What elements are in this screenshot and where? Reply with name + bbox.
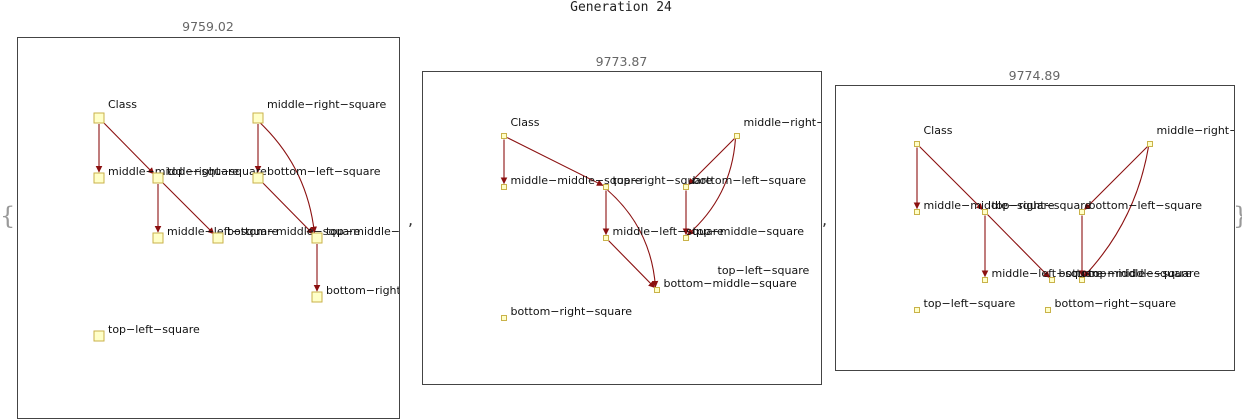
node-bottom-middle-square <box>212 232 224 244</box>
node-label-Class: Class <box>511 116 540 129</box>
node-top-left-square <box>914 307 920 313</box>
node-label-middle-left-square: middle−left−square <box>167 225 279 238</box>
node-top-right-square <box>152 172 164 184</box>
panel-1-graph: Class middle−right−square middle−middle−sq… <box>93 98 399 342</box>
node-label-bottom-left-square: bottom−left−square <box>693 174 807 187</box>
node-middle-middle-square <box>914 209 920 215</box>
node-Class <box>914 141 920 147</box>
edge-Class-to-top-right-square <box>506 137 604 186</box>
node-top-left-square <box>93 330 105 342</box>
graph-panel-2: Class middle−right−square middle−middle−sq… <box>422 71 822 385</box>
edge-middle-right-square-to-bottom-left-square <box>688 138 735 185</box>
node-bottom-left-square <box>1079 209 1085 215</box>
node-label-bottom-right-square: bottom−right−square <box>326 284 399 297</box>
panel-3-graph: Class middle−right−square middle−middle−sq… <box>913 124 1235 313</box>
node-middle-right-square <box>1147 141 1153 147</box>
node-label-bottom-right-square: bottom−right−square <box>1055 297 1177 310</box>
node-label-middle-middle-square: middle−middle−square <box>108 165 239 178</box>
graph-panel-3: Class middle−right−square middle−middle−sq… <box>835 85 1235 371</box>
node-label-middle-right-square: middle−right−square <box>267 98 387 111</box>
edge-middle-right-square-to-bottom-left-square <box>1084 146 1148 210</box>
edge-middle-right-square-to-top-middle-square <box>687 139 736 236</box>
node-middle-middle-square <box>93 172 105 184</box>
node-bottom-left-square <box>683 184 689 190</box>
panel-1-score: 9759.02 <box>182 19 234 34</box>
open-brace: { <box>0 202 16 230</box>
node-label-top-right-square: top−right−square <box>167 165 267 178</box>
node-label-top-left-square: top−left−square <box>718 264 810 277</box>
node-middle-left-square <box>603 235 609 241</box>
node-label-middle-left-square: middle−left−square <box>613 225 725 238</box>
node-label-middle-right-square: middle−right−square <box>744 116 822 129</box>
edge-Class-to-top-right-square <box>102 121 155 175</box>
node-label-bottom-middle-square: bottom−middle−square <box>227 225 360 238</box>
node-top-middle-square <box>683 235 689 241</box>
generation-title: Generation 24 <box>570 0 672 15</box>
node-label-Class: Class <box>108 98 137 111</box>
node-label-bottom-right-square: bottom−right−square <box>511 305 633 318</box>
edge-middle-left-square-to-bottom-middle-square <box>608 240 656 288</box>
node-label-bottom-left-square: bottom−left−square <box>1089 199 1203 212</box>
node-label-top-middle-square: top−middle−square <box>1089 267 1201 280</box>
node-bottom-left-square <box>252 172 264 184</box>
node-label-Class: Class <box>924 124 953 137</box>
node-label-bottom-middle-square: bottom−middle−square <box>664 277 797 290</box>
panel-2-graph: Class middle−right−square middle−middle−sq… <box>500 116 822 321</box>
edge-middle-right-square-to-top-middle-square <box>1083 147 1149 278</box>
node-label-bottom-middle-square: bottom−middle−square <box>1059 267 1192 280</box>
node-bottom-middle-square <box>654 287 660 293</box>
graph-panel-1: Class middle−right−square middle−middle−sq… <box>17 37 400 419</box>
close-brace: } <box>1233 202 1242 230</box>
node-label-middle-right-square: middle−right−square <box>1157 124 1235 137</box>
node-bottom-right-square <box>311 291 323 303</box>
node-label-top-middle-square: top−middle−square <box>326 225 399 238</box>
node-top-right-square <box>603 184 609 190</box>
node-middle-middle-square <box>501 184 507 190</box>
edge-top-right-square-to-bottom-middle-square <box>987 214 1051 278</box>
node-middle-left-square <box>152 232 164 244</box>
node-middle-right-square <box>734 133 740 139</box>
node-bottom-right-square <box>1045 307 1051 313</box>
node-label-middle-middle-square: middle−middle−square <box>924 199 1055 212</box>
node-top-middle-square <box>311 232 323 244</box>
node-label-middle-left-square: middle−left−square <box>992 267 1104 280</box>
edge-top-right-square-to-bottom-middle-square <box>607 189 659 288</box>
node-Class <box>93 112 105 124</box>
panel-2-score: 9773.87 <box>595 54 648 69</box>
separator-comma-1: , <box>408 210 414 229</box>
node-top-right-square <box>982 209 988 215</box>
node-label-middle-middle-square: middle−middle−square <box>511 174 642 187</box>
node-top-middle-square <box>1079 277 1085 283</box>
edge-top-right-square-to-bottom-middle-square <box>161 181 215 235</box>
edge-Class-to-top-right-square <box>919 146 983 210</box>
node-bottom-middle-square <box>1049 277 1055 283</box>
node-Class <box>501 133 507 139</box>
node-middle-right-square <box>252 112 264 124</box>
edge-bottom-left-square-to-top-middle-square <box>261 181 314 235</box>
node-label-top-middle-square: top−middle−square <box>693 225 805 238</box>
node-label-top-right-square: top−right−square <box>992 199 1092 212</box>
panel-3-score: 9774.89 <box>1008 68 1061 83</box>
edge-middle-right-square-to-top-middle-square <box>260 122 317 234</box>
node-label-top-left-square: top−left−square <box>108 323 200 336</box>
separator-comma-2: , <box>822 210 828 229</box>
node-label-bottom-left-square: bottom−left−square <box>267 165 381 178</box>
node-bottom-right-square <box>501 315 507 321</box>
node-label-top-left-square: top−left−square <box>924 297 1016 310</box>
node-label-top-right-square: top−right−square <box>613 174 713 187</box>
node-middle-left-square <box>982 277 988 283</box>
